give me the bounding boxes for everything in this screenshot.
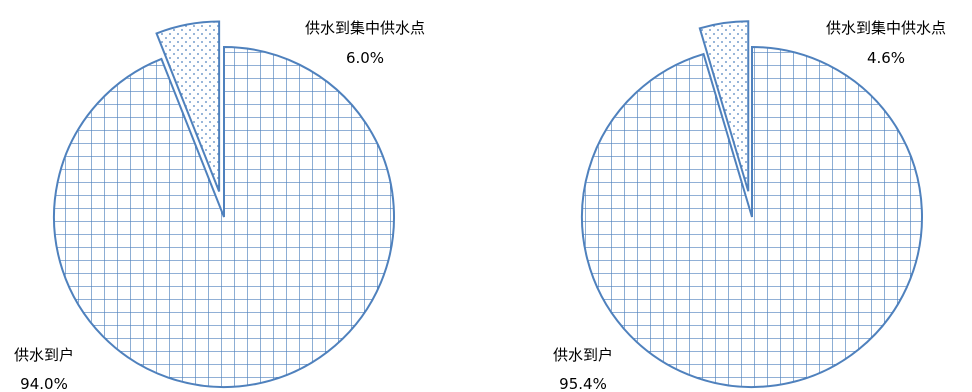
pie1-label-home-value: 94.0% [20,375,68,392]
pie1-label-home-name: 供水到户 [14,346,74,364]
pie2-label-home-value: 95.4% [559,375,607,392]
pie1-label-central-name: 供水到集中供水点 [305,19,425,37]
pie-chart-1: 供水到集中供水点 6.0% 供水到户 94.0% [14,19,425,392]
pie2-slice-home [581,45,923,388]
pie2-label-central-value: 4.6% [867,49,905,67]
pie2-label-home-name: 供水到户 [553,346,613,364]
pie1-slice-central [155,20,221,192]
pie-chart-2: 供水到集中供水点 4.6% 供水到户 95.4% [553,19,946,392]
pie1-label-central-value: 6.0% [346,49,384,67]
pie2-label-central-name: 供水到集中供水点 [826,19,946,37]
pie1-slice-home [53,45,395,388]
pie2-slice-central [698,20,750,192]
